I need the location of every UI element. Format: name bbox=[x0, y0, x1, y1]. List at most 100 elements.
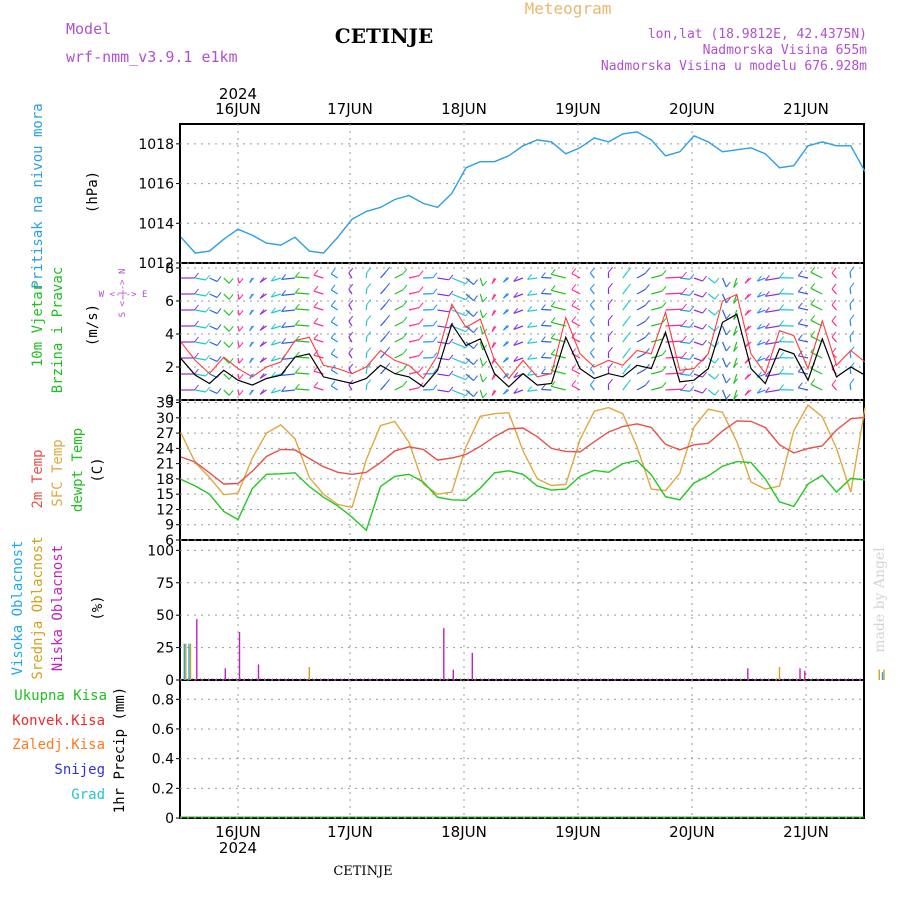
wind-barb bbox=[551, 273, 566, 279]
wind-barb bbox=[330, 353, 339, 359]
wind-barb bbox=[465, 309, 474, 318]
wind-barb-flag bbox=[541, 288, 546, 294]
wind-barb bbox=[693, 293, 703, 298]
wind-barb bbox=[527, 293, 538, 296]
panel-precip bbox=[179, 679, 865, 819]
wind-barb bbox=[209, 293, 218, 298]
wind-barb-flag bbox=[448, 338, 454, 345]
wind-barb-flag bbox=[725, 281, 731, 288]
wind-barb-flag bbox=[661, 365, 667, 372]
wind-barb bbox=[223, 389, 230, 396]
wind-barb bbox=[636, 320, 646, 327]
wind-barb bbox=[479, 277, 484, 287]
temp-axis-title-1: 2m Temp bbox=[30, 449, 46, 508]
dewpt-line bbox=[180, 459, 866, 532]
wind-barb bbox=[733, 277, 738, 288]
wind-barb bbox=[465, 293, 474, 302]
wind-barb bbox=[330, 305, 339, 311]
wind-barb-flag bbox=[491, 374, 497, 380]
wind-barb bbox=[622, 336, 628, 343]
wind-barb-flag bbox=[491, 294, 497, 300]
wind-barb bbox=[707, 309, 716, 316]
wind-barb-flag bbox=[259, 309, 265, 315]
wind-barb bbox=[757, 309, 766, 314]
wind-barb bbox=[679, 325, 690, 328]
wind-barb-flag bbox=[216, 276, 222, 282]
precip-tick-label: 0.6 bbox=[152, 722, 174, 738]
wind-barb bbox=[451, 293, 467, 301]
wind-barb bbox=[527, 325, 538, 328]
wind-barb bbox=[651, 354, 663, 359]
wind-barb-flag bbox=[756, 339, 762, 346]
wind-barb bbox=[295, 324, 310, 327]
wind-barb-flag bbox=[432, 320, 438, 327]
wind-barb bbox=[223, 293, 230, 300]
wind-barb-flag bbox=[228, 341, 234, 348]
wind-barb-flag bbox=[432, 272, 438, 279]
wind-barb-flag bbox=[571, 364, 577, 370]
wind-barb bbox=[365, 320, 368, 327]
wind-barb-flag bbox=[590, 363, 595, 370]
wind-barb bbox=[757, 293, 766, 298]
wind-barb-flag bbox=[313, 269, 319, 276]
wind-barb bbox=[810, 303, 823, 311]
wind-barb bbox=[330, 337, 339, 343]
wind-barb bbox=[589, 368, 595, 375]
wind-gust-line bbox=[180, 293, 866, 380]
wind-barb bbox=[271, 277, 281, 282]
wind-barb bbox=[465, 373, 474, 382]
temp-tick-label: 27 bbox=[156, 426, 174, 442]
wind-barb bbox=[380, 383, 387, 391]
wind-barb bbox=[209, 373, 218, 378]
wind-barb-flag bbox=[281, 322, 286, 328]
wind-barb-flag bbox=[797, 286, 803, 293]
wind-barb-flag bbox=[418, 350, 424, 357]
temp-tick-label: 18 bbox=[156, 472, 174, 488]
wind-barb bbox=[437, 293, 449, 297]
wind-barb bbox=[721, 325, 727, 336]
cloud-tick-label: 25 bbox=[156, 641, 174, 657]
temp-tick-label: 6 bbox=[165, 533, 174, 549]
wind-barb-flag bbox=[779, 272, 784, 278]
wind-barb bbox=[679, 373, 690, 376]
wind-barb bbox=[757, 341, 766, 346]
wind-barb-flag bbox=[366, 331, 372, 337]
wind-barb-flag bbox=[238, 357, 244, 364]
series-layer bbox=[180, 131, 885, 818]
wind-barb bbox=[541, 292, 552, 295]
wind-barb-flag bbox=[661, 317, 667, 324]
wind-barb-flag bbox=[473, 359, 478, 365]
wind-barb bbox=[765, 357, 780, 361]
temp-axis-title-3: dewpt Temp bbox=[70, 428, 86, 512]
wind-barb-flag bbox=[313, 349, 319, 356]
wind-barb bbox=[348, 288, 353, 295]
pressure-line bbox=[180, 131, 866, 254]
wind-barb-flag bbox=[733, 378, 739, 384]
wind-barb bbox=[636, 304, 646, 311]
wind-barb-flag bbox=[689, 273, 695, 280]
wind-barb bbox=[465, 389, 474, 398]
wind-barb bbox=[810, 383, 823, 391]
cloud-tick-label: 50 bbox=[156, 608, 174, 624]
wind-barb-flag bbox=[571, 268, 577, 274]
wind-barb-flag bbox=[626, 363, 632, 370]
wind-barb-flag bbox=[194, 352, 199, 359]
wind-barb-flag bbox=[194, 320, 199, 327]
wind-barb-flag bbox=[744, 373, 750, 380]
wind-barb-flag bbox=[366, 299, 372, 305]
wind-barb-field bbox=[181, 266, 855, 400]
model-label: Model bbox=[66, 20, 111, 38]
wind-barb-flag bbox=[503, 356, 508, 363]
wind-barb-flag bbox=[849, 378, 855, 385]
wind-barb bbox=[733, 341, 738, 352]
wind-barb-flag bbox=[205, 274, 211, 281]
wind-barb-flag bbox=[448, 354, 454, 361]
wind-barb bbox=[195, 357, 206, 361]
wind-barb bbox=[831, 320, 837, 327]
wind-barb-flag bbox=[626, 379, 632, 386]
wind-barb-flag bbox=[491, 342, 497, 348]
model-elevation-label: Nadmorska Visina u modelu 676.928m bbox=[601, 59, 867, 74]
wind-barb-flag bbox=[744, 389, 750, 396]
wind-barb-flag bbox=[228, 373, 234, 380]
